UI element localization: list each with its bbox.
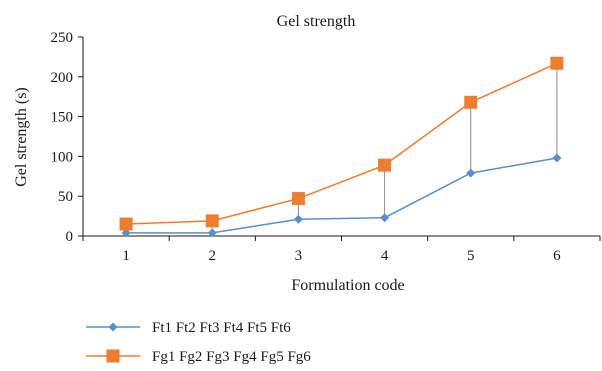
x-tick-label: 2 <box>209 248 217 264</box>
legend-marker <box>106 349 120 363</box>
chart-title: Gel strength <box>277 13 356 30</box>
legend-marker <box>108 322 118 332</box>
data-point <box>380 213 390 223</box>
series-group <box>119 56 564 238</box>
data-point <box>207 228 217 238</box>
x-tick-label: 3 <box>295 248 303 264</box>
high-low-lines <box>125 63 558 233</box>
data-point <box>205 214 219 228</box>
data-point <box>466 168 476 178</box>
x-tick-label: 1 <box>122 248 130 264</box>
data-point <box>293 214 303 224</box>
series-2 <box>119 56 564 231</box>
data-point <box>464 95 478 109</box>
y-tick-label: 200 <box>51 70 74 86</box>
data-point <box>378 158 392 172</box>
y-axis-label: Gel strength (s) <box>13 87 30 187</box>
y-axis-ticks: 0 50 100 150 200 250 <box>51 30 83 245</box>
legend: Ft1 Ft2 Ft3 Ft4 Ft5 Ft6 Fg1 Fg2 Fg3 Fg4 F… <box>86 320 311 365</box>
series-line <box>126 157 558 234</box>
axes <box>82 37 600 237</box>
y-tick-label: 0 <box>66 229 74 245</box>
x-tick-label: 5 <box>467 248 475 264</box>
data-point <box>552 153 562 163</box>
x-tick-label: 6 <box>553 248 561 264</box>
legend-label: Fg1 Fg2 Fg3 Fg4 Fg5 Fg6 <box>152 349 311 365</box>
y-tick-label: 150 <box>51 110 74 126</box>
x-axis-ticks: 1 2 3 4 5 6 <box>82 236 601 264</box>
y-tick-label: 100 <box>51 149 74 165</box>
y-tick-label: 250 <box>51 30 74 46</box>
series-1 <box>121 153 562 238</box>
x-axis-label: Formulation code <box>291 277 404 294</box>
legend-item: Fg1 Fg2 Fg3 Fg4 Fg5 Fg6 <box>86 349 311 365</box>
y-tick-label: 50 <box>58 189 73 205</box>
legend-label: Ft1 Ft2 Ft3 Ft4 Ft5 Ft6 <box>152 320 291 336</box>
data-point <box>121 228 131 238</box>
data-point <box>119 217 133 231</box>
legend-item: Ft1 Ft2 Ft3 Ft4 Ft5 Ft6 <box>86 320 291 336</box>
x-tick-label: 4 <box>381 248 389 264</box>
data-point <box>550 56 564 70</box>
series-line <box>126 62 558 225</box>
data-point <box>291 192 305 206</box>
